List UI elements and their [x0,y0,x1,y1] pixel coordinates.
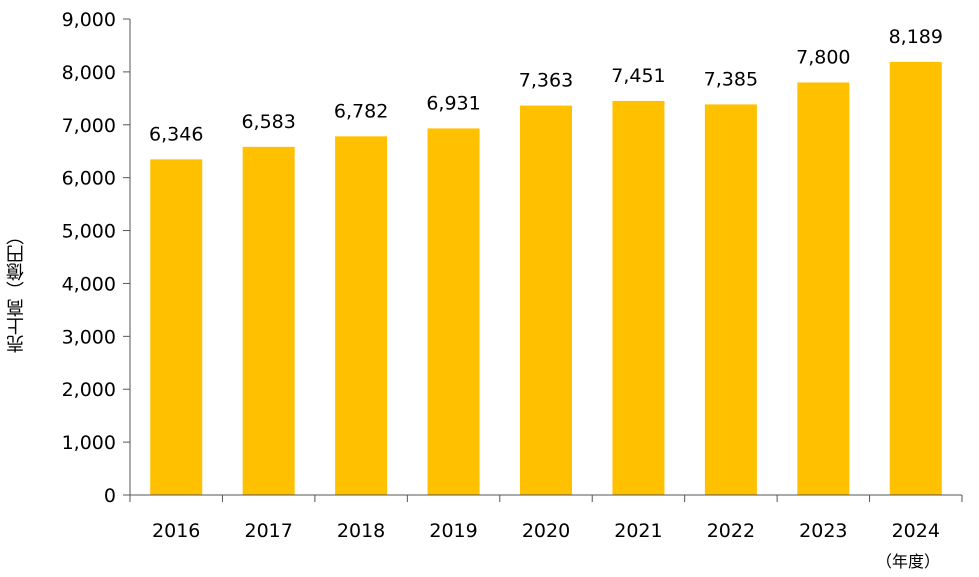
y-tick-label: 2,000 [62,379,116,401]
bar-2017 [242,146,295,495]
data-label-2016: 6,346 [149,123,203,145]
bar-2022 [704,104,757,495]
x-tick-label-2016: 2016 [152,520,200,542]
y-tick-label: 3,000 [62,326,116,348]
data-label-2022: 7,385 [704,68,758,90]
x-tick-label-2023: 2023 [799,520,847,542]
x-tick-label-2019: 2019 [429,520,477,542]
data-label-2020: 7,363 [519,70,573,92]
data-label-2018: 6,782 [334,100,388,122]
bar-2020 [520,105,572,496]
x-tick-label-2024: 2024 [892,520,940,542]
x-tick-label-2020: 2020 [522,520,570,542]
x-axis-unit: （年度） [876,552,941,571]
y-tick-label: 8,000 [62,62,116,84]
data-label-2017: 6,583 [241,111,295,133]
x-tick-label-2018: 2018 [337,520,385,542]
bar-2018 [335,136,388,495]
y-tick-label: 6,000 [62,168,116,190]
x-tick-label-2021: 2021 [614,520,662,542]
y-tick-label: 4,000 [62,273,116,295]
y-tick-label: 0 [104,485,116,507]
x-tick-label-2022: 2022 [707,520,755,542]
data-label-2024: 8,189 [889,26,943,48]
data-label-2021: 7,451 [611,65,665,87]
y-tick-label: 7,000 [62,115,116,137]
bar-2023 [797,82,850,495]
bar-2021 [612,100,665,495]
y-tick-label: 5,000 [62,221,116,243]
x-tick-label-2017: 2017 [244,520,292,542]
bar-2019 [427,128,480,495]
y-tick-label: 1,000 [62,432,116,454]
data-label-2023: 7,800 [796,46,850,68]
bar-2016 [150,159,203,495]
data-label-2019: 6,931 [426,92,480,114]
y-tick-label: 9,000 [62,9,116,31]
y-axis-label: 売上高（億円） [6,227,27,353]
bar-2024 [889,61,942,496]
